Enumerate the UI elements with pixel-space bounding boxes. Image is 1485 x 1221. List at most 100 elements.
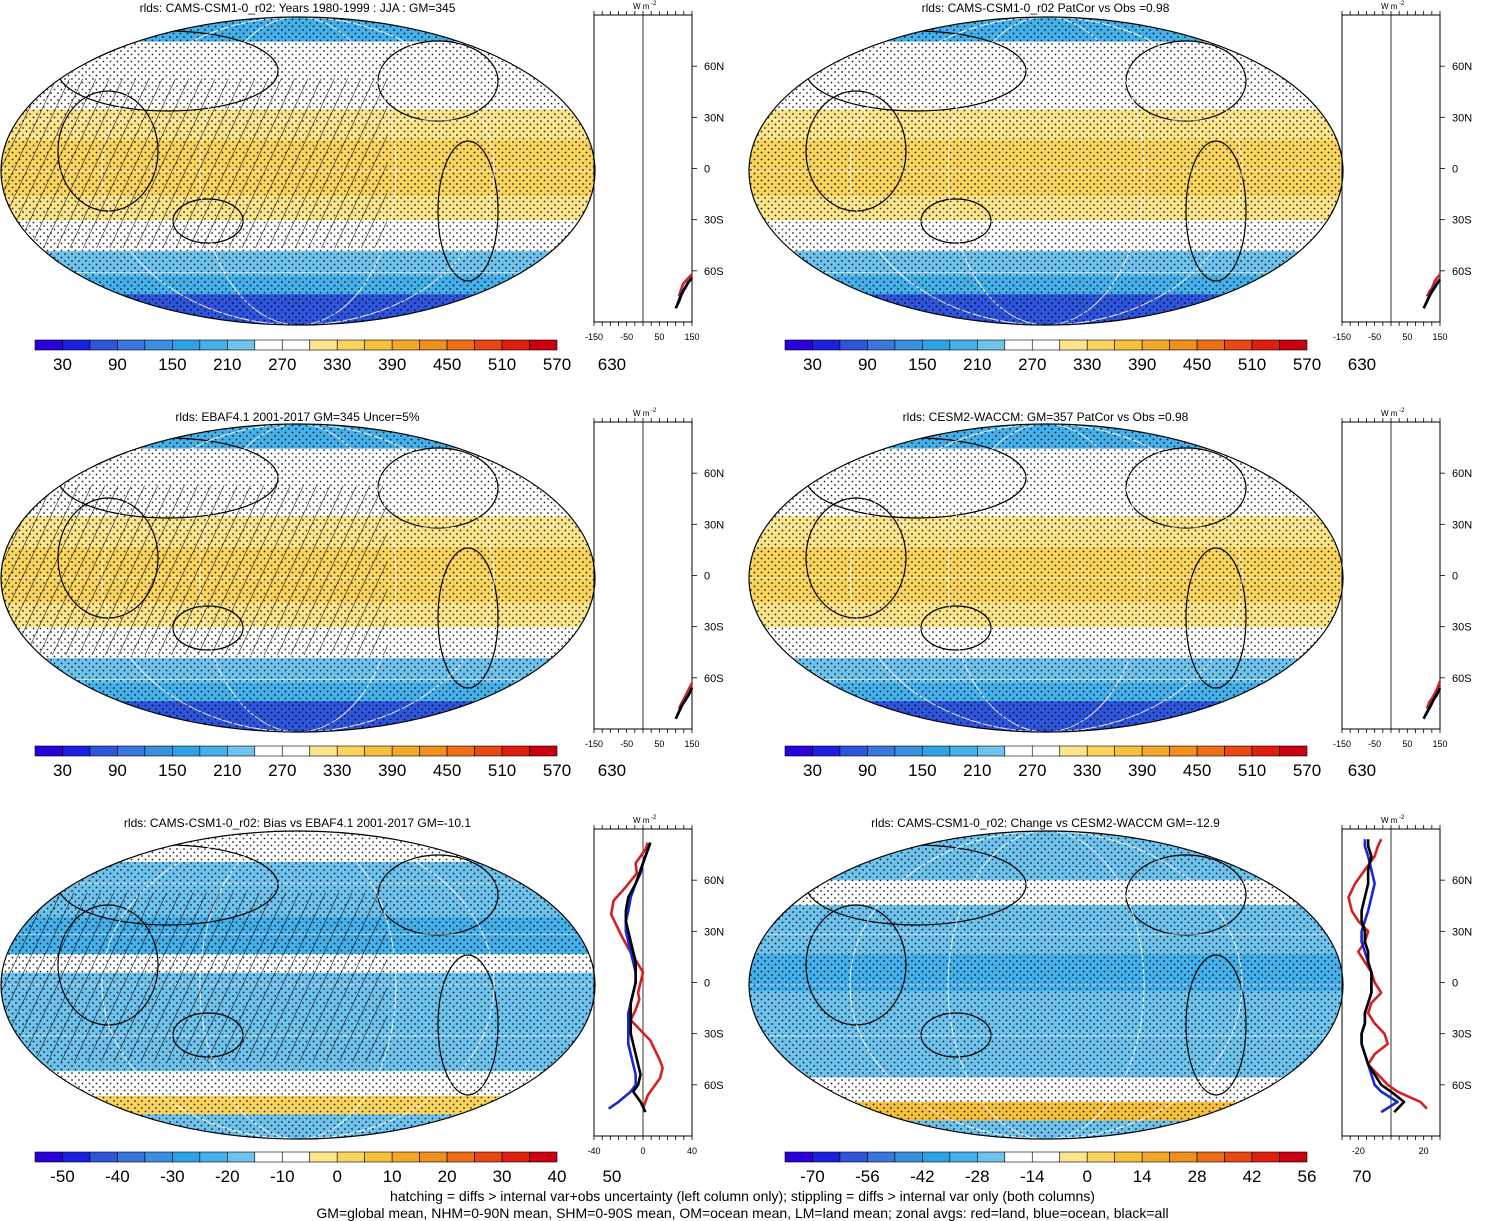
zonal-y-tick-label: 60N [704,61,724,73]
colorbar-tick-label: 42 [1242,1167,1262,1186]
colorbar-tick-label: 270 [1018,355,1047,374]
colorbar-swatch [949,339,978,351]
zonal-y-tick-label: 0 [704,978,710,990]
hatch-overlay [1,485,388,655]
colorbar-tick-label: 30 [492,1167,512,1186]
colorbar-swatch [1114,745,1143,757]
zonal-y-tick-label: 60S [1452,673,1472,685]
colorbar-swatch [281,1151,311,1163]
colorbar-3 [34,745,558,757]
zonal-x-tick-label: -150 [1333,739,1351,749]
colorbar-swatch [1086,339,1115,351]
colorbar-swatch [1196,339,1225,351]
colorbar-swatch [419,339,448,351]
map-panel-6 [748,830,1344,1140]
map-border [0,16,596,326]
zonal-series-all [674,276,694,309]
colorbar-tick-label: 330 [323,761,352,780]
colorbar-tick-label: 30 [803,761,822,780]
colorbar-swatch [529,745,558,757]
colorbar-tick-label: 570 [542,761,572,780]
zonal-series-all [1360,839,1406,1114]
zonal-y-tick-label: 30S [704,622,724,634]
colorbar-swatch [922,1151,951,1163]
zonal-x-tick-label: 150 [1432,739,1447,749]
colorbar-tick-label: 30 [53,355,72,374]
stipple-overlay [749,424,1343,732]
zonal-y-tick-label: 30N [1452,519,1472,531]
colorbar-tick-label: 10 [382,1167,402,1186]
colorbar-tick-label: -30 [160,1167,185,1186]
colorbar-swatch [1086,1151,1115,1163]
colorbar-swatch [144,339,173,351]
colorbar-tick-label: 270 [268,355,297,374]
colorbar-swatch [949,745,978,757]
map-panel-2 [748,16,1344,326]
zonal-x-tick-label: 20 [1419,1146,1429,1156]
map-border [748,423,1344,733]
zonal-unit-label: W m [1381,816,1398,825]
zonal-series-all [674,687,694,720]
zonal-y-tick-label: 60N [1452,875,1472,887]
zonal-unit-label: W m [1381,2,1398,11]
colorbar-swatch [254,339,283,351]
zonal-y-tick-label: 60N [1452,468,1472,480]
colorbar-swatch [199,745,228,757]
zonal-x-tick-label: 50 [654,739,664,749]
colorbar-swatch [62,339,91,351]
colorbar-tick-label: 630 [597,761,627,780]
map-border [748,830,1344,1140]
colorbar-swatch [1059,1151,1088,1163]
colorbar-tick-label: 150 [908,355,937,374]
colorbar-tick-label: -40 [105,1167,130,1186]
zonal-plot-3: -150 -50 50 150 60N 30N 0 30S 60S W m -2 [585,408,724,749]
zonal-plot-5: -40 0 40 60N 30N 0 30S 60S W m -2 [587,815,724,1156]
panel-title-2: rlds: CAMS-CSM1-0_r02 PatCor vs Obs =0.9… [921,1,1170,15]
colorbar-swatch [839,1151,868,1163]
colorbar-swatch [1004,745,1033,757]
colorbar-swatch [839,339,868,351]
colorbar-swatch [391,745,420,757]
colorbar-tick-label: -14 [1019,1167,1045,1186]
colorbar-tick-label: 90 [857,355,877,374]
colorbar-tick-label: -28 [965,1167,990,1186]
colorbar-swatch [446,1151,475,1163]
colorbar-tick-label: 270 [268,761,297,780]
colorbar-swatch [501,745,530,757]
colorbar-tick-label: 150 [158,761,187,780]
colorbar-swatch [364,339,393,351]
colorbar-tick-label: -20 [215,1167,240,1186]
zonal-x-tick-label: -50 [620,332,633,342]
map-panel-4 [748,423,1344,733]
colorbar-tick-label: 390 [1127,761,1157,780]
colorbar-swatch [501,1151,530,1163]
zonal-x-tick-label: 150 [1432,332,1447,342]
colorbar-tick-label: -50 [50,1167,75,1186]
colorbar-swatch [364,1151,393,1163]
zonal-y-tick-label: 30S [704,215,724,227]
colorbar-swatch [474,1151,503,1163]
colorbar-swatch [867,745,896,757]
colorbar-swatch [1114,1151,1143,1163]
colorbar-1 [34,339,558,351]
zonal-x-tick-label: -50 [620,739,633,749]
zonal-y-tick-label: 30S [1452,1029,1472,1041]
map-border [0,423,596,733]
map-border [748,16,1344,326]
colorbar-swatch [117,339,146,351]
zonal-plot-1: -150 -50 50 150 60N 30N 0 30S 60S W m -2 [585,1,724,342]
colorbar-swatch [336,339,365,351]
zonal-y-tick-label: 30N [704,112,724,124]
colorbar-swatch [281,745,311,757]
zonal-unit-sup: -2 [651,408,657,414]
colorbar-tick-label: 90 [857,761,877,780]
colorbar-swatch [227,339,256,351]
colorbar-swatch [336,1151,365,1163]
zonal-x-tick-label: -20 [1352,1146,1365,1156]
zonal-unit-sup: -2 [651,1,657,7]
colorbar-swatch [281,339,311,351]
zonal-x-tick-label: 50 [1402,739,1412,749]
zonal-x-tick-label: -150 [585,739,603,749]
colorbar-swatch [1224,339,1253,351]
